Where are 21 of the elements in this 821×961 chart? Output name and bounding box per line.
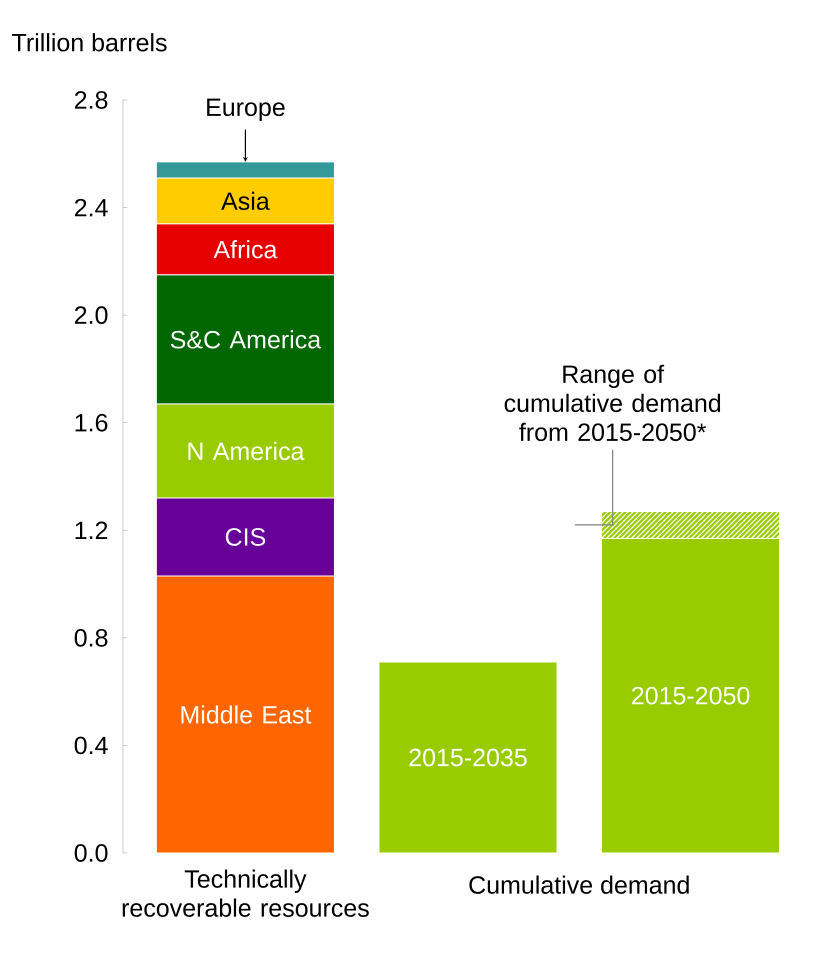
x-tick-label: Technically recoverable resources	[122, 870, 369, 917]
y-tick-label: 0.0	[74, 844, 108, 862]
y-tick-label: 1.2	[76, 522, 108, 540]
series-label: CIS	[226, 528, 266, 546]
y-tick-label: 2.0	[74, 306, 108, 324]
series-label: Europe	[207, 98, 285, 122]
series-label: S&C America	[170, 330, 322, 349]
annotation: Range of cumulative demand from 2015-2050*	[504, 364, 720, 442]
series-label: N America	[188, 442, 304, 460]
y-tick-label: 2.8	[74, 91, 108, 109]
series-label: Asia	[221, 192, 270, 210]
y-tick-label: 1.6	[76, 414, 108, 432]
y-axis-title: Trillion barrels	[12, 33, 167, 52]
text: Cumulative demand	[469, 876, 689, 894]
series-label: Africa	[214, 240, 278, 258]
y-tick-label: 2.4	[74, 198, 108, 216]
series-label: 2015-2035	[409, 748, 527, 766]
y-tick-label: 0.4	[74, 736, 108, 754]
y-tick-label: 0.8	[74, 629, 108, 647]
series-label: 2015-2050	[632, 686, 750, 705]
series-label: Middle East	[181, 705, 312, 724]
